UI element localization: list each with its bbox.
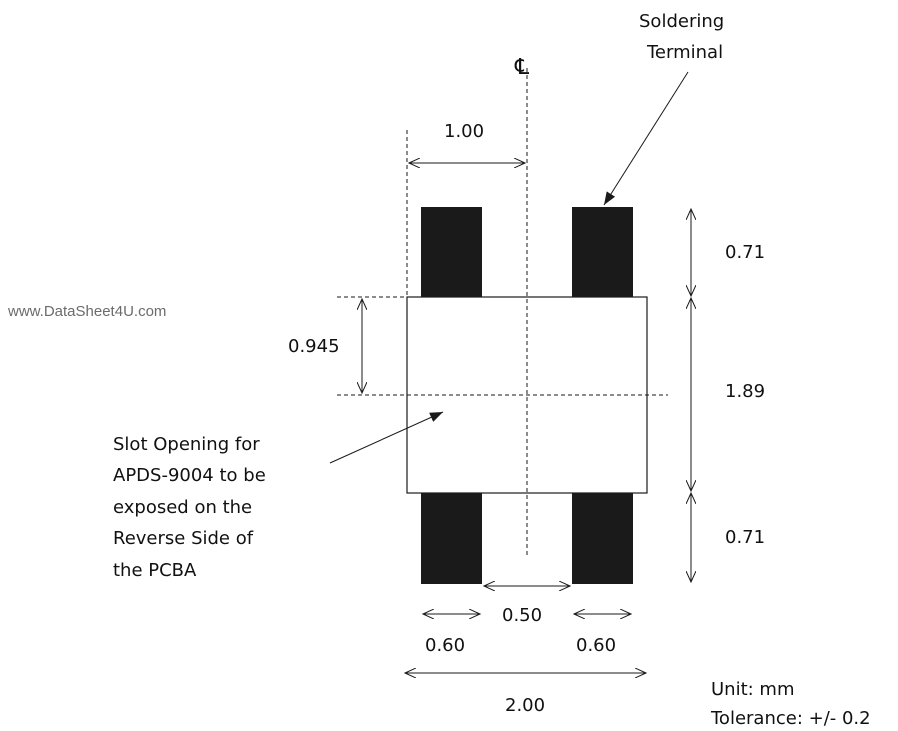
dim-label-2-00: 2.00 (505, 695, 545, 716)
pad-bottom-right (572, 492, 633, 584)
dim-label-0-71-top: 0.71 (725, 242, 765, 263)
watermark: www.DataSheet4U.com (7, 303, 166, 320)
dim-label-0-71-bottom: 0.71 (725, 527, 765, 548)
pad-top-left (421, 207, 482, 299)
dim-label-1-00: 1.00 (444, 121, 484, 142)
dim-label-0-60-right: 0.60 (576, 635, 616, 656)
slot-label-line5: the PCBA (113, 560, 197, 581)
leader-soldering-terminal (603, 71, 689, 206)
pad-bottom-left (421, 492, 482, 584)
pad-top-right (572, 207, 633, 299)
slot-label-line1: Slot Opening for (113, 434, 260, 455)
unit-note: Unit: mm (711, 679, 795, 700)
soldering-label-line2: Terminal (646, 42, 723, 63)
soldering-label-line1: Soldering (639, 11, 724, 32)
dim-label-0-60-left: 0.60 (425, 635, 465, 656)
slot-label-line3: exposed on the (113, 497, 252, 518)
dim-label-0-50: 0.50 (502, 605, 542, 626)
tolerance-note: Tolerance: +/- 0.2 (710, 708, 871, 729)
dim-label-0-945: 0.945 (288, 336, 340, 357)
centerline-symbol: ℄ (514, 55, 530, 80)
slot-label-line2: APDS-9004 to be (113, 465, 266, 486)
slot-label-line4: Reverse Side of (113, 528, 254, 549)
leader-slot-opening (329, 411, 444, 464)
dim-label-1-89: 1.89 (725, 381, 765, 402)
